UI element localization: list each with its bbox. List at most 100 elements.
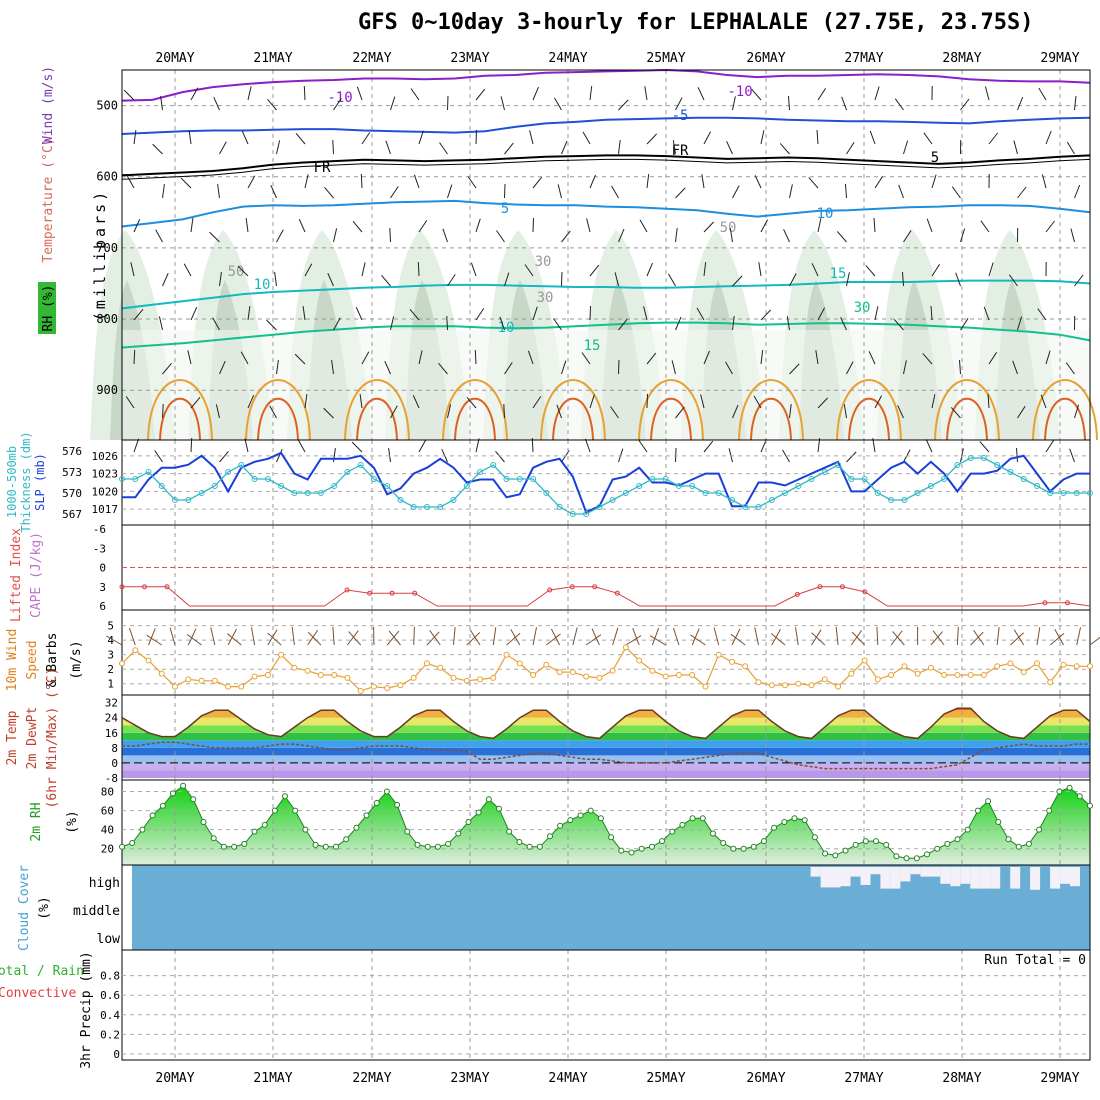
y-tick-label: 16 <box>105 727 118 740</box>
contour-label: 10 <box>498 320 515 336</box>
wind-barb <box>959 359 961 375</box>
wind-speed-point <box>649 667 656 674</box>
thickness-point <box>251 476 258 482</box>
wind-barb <box>532 86 539 101</box>
rh-point <box>1087 802 1093 809</box>
axis-title-wind-units: (m/s) <box>69 640 84 679</box>
wind-barb <box>274 272 277 287</box>
wind-barb <box>294 353 306 365</box>
rh-point <box>261 821 268 828</box>
wind-barb <box>846 361 854 375</box>
wind-barb <box>532 306 538 321</box>
wind-barb <box>788 95 790 111</box>
thickness-point <box>304 490 311 496</box>
wind-barb <box>495 450 505 463</box>
wind-barb <box>817 88 827 101</box>
wind-barb <box>470 262 477 277</box>
date-label-top: 20MAY <box>155 51 194 66</box>
axis-title-total-rain: Total / Rain <box>0 964 84 979</box>
rh-point <box>873 838 879 845</box>
thickness-point <box>264 476 271 482</box>
wind-speed-point <box>145 657 152 664</box>
y-tick-label: 3 <box>99 581 106 594</box>
rh-point <box>822 850 829 857</box>
panel-frame <box>121 949 1091 1061</box>
wind-barb <box>988 132 998 145</box>
wind-speed-point <box>1073 663 1080 670</box>
wind-barb <box>979 441 990 453</box>
isotherm-20 <box>1032 379 1098 441</box>
rh-point <box>383 788 390 795</box>
cloud-level-label: high <box>89 876 120 891</box>
wind-barb <box>266 319 277 331</box>
wind-barb <box>332 626 335 646</box>
wind-barb <box>504 183 506 199</box>
wind-barb <box>618 99 629 111</box>
wind-barb <box>585 634 602 646</box>
y-tick-label-slp: 1026 <box>92 450 119 463</box>
rh-point <box>496 805 502 812</box>
wind-speed-point <box>556 669 563 676</box>
wind-barb <box>1076 627 1081 646</box>
y-tick-label-slp: 1017 <box>92 503 119 516</box>
wind-barb <box>646 352 657 365</box>
wind-speed-point <box>384 685 391 692</box>
wind-barb <box>240 351 249 365</box>
thickness-line <box>122 457 1090 515</box>
contour-label: 5 <box>501 201 509 217</box>
lifted-index-point <box>164 584 170 590</box>
wind-barb <box>843 404 847 419</box>
thickness-point <box>1034 483 1040 489</box>
thickness-point <box>994 462 1001 468</box>
y-tick-label: 2 <box>107 663 114 676</box>
axis-title-convective: Convective <box>0 986 76 1001</box>
wind-barb <box>808 177 819 189</box>
wind-barb <box>930 631 944 646</box>
wind-speed-point <box>861 657 868 664</box>
wind-barb <box>213 96 220 111</box>
wind-barb <box>988 262 994 277</box>
wind-barb <box>297 439 306 453</box>
wind-barb <box>956 626 959 646</box>
wind-barb <box>586 218 591 233</box>
thickness-point <box>158 483 165 489</box>
thickness-point <box>1087 490 1093 496</box>
y-tick-label: 5 <box>107 620 114 633</box>
wind-speed-point <box>675 672 682 678</box>
contour-label: FR <box>314 160 331 176</box>
y-tick-label: 60 <box>101 805 114 818</box>
rh-point <box>190 796 197 803</box>
y-tick-label: 600 <box>96 170 118 184</box>
temp-band <box>122 708 1090 711</box>
y-tick-label: 700 <box>96 241 118 255</box>
temp-band <box>122 740 1090 748</box>
isotherm-25 <box>1044 397 1086 441</box>
wind-barb <box>690 634 706 646</box>
y-tick-label: 8 <box>111 742 118 755</box>
wind-barb <box>874 306 879 321</box>
temp-band <box>122 725 1090 733</box>
thickness-point <box>1020 476 1027 482</box>
wind-barb <box>868 351 876 365</box>
wind-barb <box>1066 141 1075 155</box>
wind-barb <box>384 360 391 375</box>
wind-barb <box>770 633 786 646</box>
wind-speed-point <box>198 677 205 684</box>
high-cloud-gap <box>840 867 851 887</box>
high-cloud-gap <box>860 867 871 885</box>
rh-point <box>832 852 839 859</box>
wind-barb <box>728 448 733 463</box>
wind-barb <box>128 627 136 646</box>
wind-barb <box>532 217 534 233</box>
rh-point <box>669 828 676 835</box>
contour-label: 50 <box>720 220 737 236</box>
rh-area <box>122 785 1090 865</box>
wind-barb <box>618 228 625 243</box>
wind-barb <box>361 262 366 277</box>
wind-barb <box>270 184 277 199</box>
axis-title-rh-units: (%) <box>65 810 80 833</box>
rh-point <box>608 834 615 841</box>
wind-barb <box>811 632 826 646</box>
wind-barb <box>188 130 192 145</box>
wind-speed-point <box>463 677 470 684</box>
